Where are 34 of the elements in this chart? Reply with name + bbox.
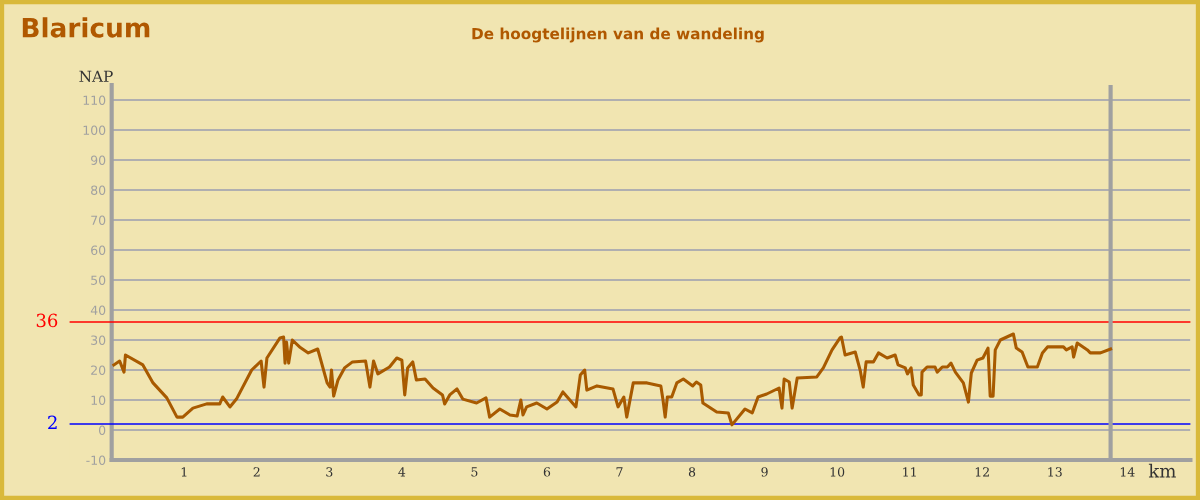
x-tick-label: 8 [688, 467, 696, 477]
x-tick-label: 11 [903, 467, 916, 477]
y-tick-label: 110 [83, 95, 106, 105]
x-tick-label: 1 [181, 467, 187, 477]
chart-title: Blaricum [22, 17, 150, 38]
y-tick-label: 20 [91, 365, 106, 375]
x-tick-label: 4 [398, 467, 406, 477]
y-tick-label: 100 [83, 125, 106, 135]
y-axis-title: NAP [79, 70, 113, 83]
ref-line-label: 36 [36, 313, 58, 328]
y-tick-label: 70 [91, 215, 106, 225]
x-tick-label: 13 [1048, 467, 1062, 477]
x-tick-label: 9 [761, 467, 768, 477]
x-tick-label: 10 [830, 467, 845, 477]
chart-subtitle: De hoogtelijnen van de wandeling [472, 27, 764, 43]
y-tick-label: 80 [91, 185, 106, 195]
line-series [112, 332, 1113, 427]
y-tick-label: 90 [91, 155, 106, 165]
y-tick-label: 40 [90, 305, 106, 315]
x-tick-label: 14 [1120, 467, 1135, 477]
x-tick-label: 5 [471, 467, 478, 477]
ref-line-label: 2 [48, 415, 57, 429]
y-tick-label: -10 [86, 455, 106, 465]
y-tick-label: 0 [98, 425, 106, 435]
x-tick-label: 12 [975, 467, 989, 477]
x-tick-label: 2 [253, 467, 260, 477]
y-tick-label: 50 [91, 275, 106, 285]
y-tick-label: 30 [91, 335, 106, 345]
x-tick-label: 6 [543, 467, 551, 477]
y-tick-label: 60 [91, 245, 106, 255]
x-tick-label: 3 [326, 467, 333, 477]
x-tick-label: 7 [616, 467, 623, 477]
y-tick-label: 10 [91, 395, 106, 405]
x-axis-title: km [1148, 463, 1176, 478]
